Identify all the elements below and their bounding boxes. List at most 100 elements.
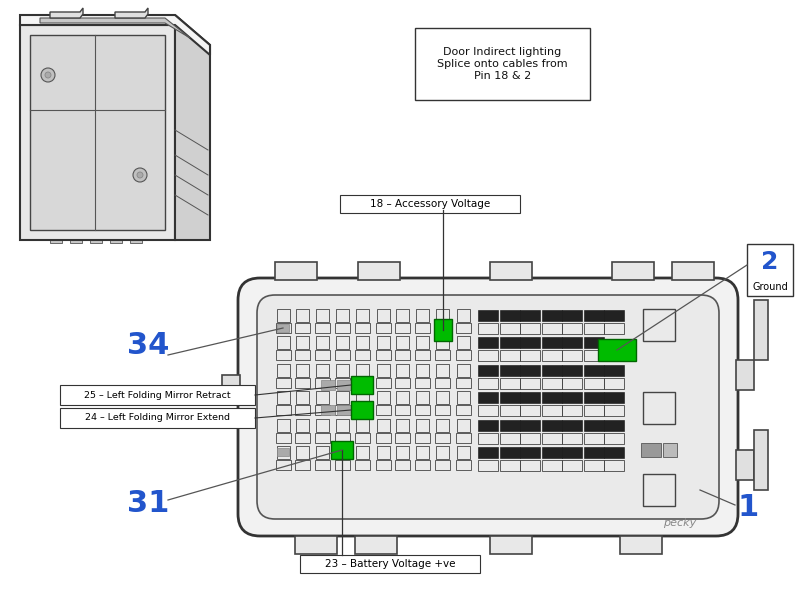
- Bar: [604, 323, 624, 334]
- Bar: [295, 308, 309, 322]
- Bar: [110, 235, 122, 243]
- Text: 34: 34: [127, 331, 169, 359]
- Bar: [334, 460, 350, 470]
- Bar: [90, 235, 102, 243]
- Bar: [435, 364, 449, 377]
- Bar: [562, 364, 582, 376]
- Bar: [457, 364, 470, 377]
- Bar: [455, 460, 470, 470]
- Bar: [395, 419, 409, 431]
- Text: 24 – Left Folding Mirror Extend: 24 – Left Folding Mirror Extend: [85, 413, 230, 422]
- Bar: [643, 309, 675, 341]
- Bar: [478, 364, 498, 376]
- Circle shape: [137, 172, 143, 178]
- Text: 25 – Left Folding Mirror Retract: 25 – Left Folding Mirror Retract: [84, 391, 231, 400]
- Bar: [377, 391, 390, 403]
- Bar: [562, 446, 582, 457]
- Bar: [295, 335, 309, 349]
- Bar: [414, 350, 430, 360]
- Bar: [562, 310, 582, 320]
- Bar: [355, 391, 369, 403]
- Bar: [335, 308, 349, 322]
- Bar: [331, 441, 353, 459]
- Bar: [295, 536, 337, 554]
- Bar: [337, 405, 351, 415]
- Bar: [520, 337, 540, 347]
- Bar: [542, 419, 562, 431]
- Text: 23 – Battery Voltage +ve: 23 – Battery Voltage +ve: [325, 559, 455, 569]
- Bar: [415, 28, 590, 100]
- Bar: [315, 391, 329, 403]
- Bar: [394, 405, 410, 415]
- Bar: [435, 335, 449, 349]
- Bar: [377, 364, 390, 377]
- Bar: [375, 460, 390, 470]
- Bar: [20, 90, 32, 98]
- Bar: [478, 446, 498, 457]
- Bar: [604, 419, 624, 431]
- Bar: [641, 443, 661, 457]
- Bar: [415, 391, 429, 403]
- Bar: [500, 377, 520, 389]
- Bar: [415, 335, 429, 349]
- Bar: [542, 364, 562, 376]
- Bar: [395, 364, 409, 377]
- Bar: [394, 350, 410, 360]
- Bar: [394, 460, 410, 470]
- Bar: [562, 337, 582, 347]
- Bar: [414, 405, 430, 415]
- Bar: [70, 235, 82, 243]
- Bar: [295, 445, 309, 458]
- Bar: [457, 445, 470, 458]
- Bar: [60, 408, 255, 428]
- Bar: [377, 335, 390, 349]
- Bar: [584, 404, 604, 415]
- Text: pecky: pecky: [663, 518, 697, 528]
- Bar: [294, 323, 310, 333]
- Bar: [584, 323, 604, 334]
- Bar: [222, 375, 240, 405]
- Circle shape: [41, 68, 55, 82]
- Bar: [334, 433, 350, 443]
- Bar: [377, 308, 390, 322]
- Bar: [736, 450, 754, 480]
- Bar: [520, 377, 540, 389]
- Bar: [520, 404, 540, 415]
- Bar: [415, 364, 429, 377]
- Bar: [584, 391, 604, 403]
- Bar: [478, 433, 498, 443]
- Bar: [457, 335, 470, 349]
- Bar: [130, 235, 142, 243]
- Polygon shape: [20, 25, 175, 240]
- Bar: [435, 419, 449, 431]
- Bar: [334, 350, 350, 360]
- Bar: [520, 460, 540, 470]
- Bar: [375, 378, 390, 388]
- Bar: [334, 378, 350, 388]
- Bar: [620, 536, 662, 554]
- Bar: [355, 364, 369, 377]
- Polygon shape: [115, 8, 148, 18]
- Bar: [542, 377, 562, 389]
- Bar: [314, 378, 330, 388]
- Bar: [490, 536, 532, 554]
- Bar: [20, 115, 32, 123]
- Text: 2: 2: [762, 250, 778, 274]
- Bar: [434, 460, 450, 470]
- Bar: [275, 433, 290, 443]
- Text: 1: 1: [738, 493, 758, 521]
- Bar: [598, 339, 636, 361]
- Bar: [314, 405, 330, 415]
- Bar: [50, 235, 62, 243]
- Bar: [542, 323, 562, 334]
- Bar: [375, 433, 390, 443]
- Bar: [294, 405, 310, 415]
- Bar: [736, 360, 754, 390]
- Bar: [277, 364, 290, 377]
- Bar: [584, 446, 604, 457]
- Bar: [315, 419, 329, 431]
- Bar: [277, 419, 290, 431]
- Bar: [604, 364, 624, 376]
- Bar: [355, 308, 369, 322]
- Bar: [395, 445, 409, 458]
